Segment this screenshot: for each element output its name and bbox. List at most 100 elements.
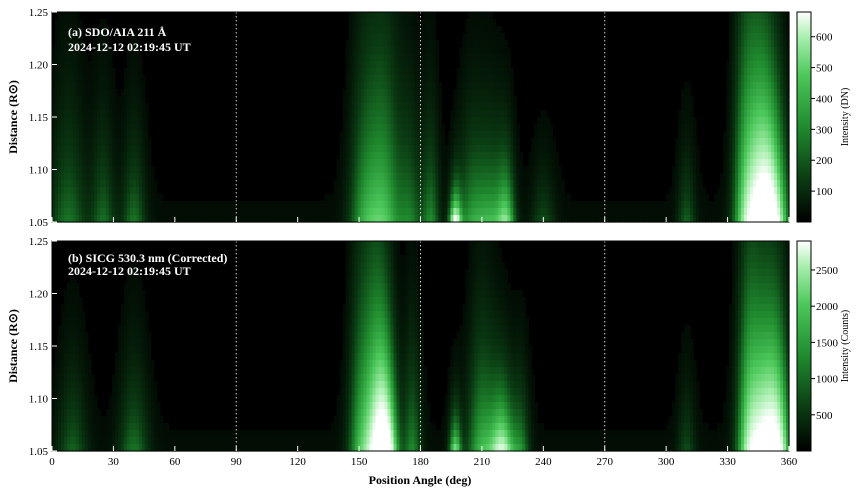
heatmap-cell [765, 82, 769, 90]
heatmap-cell [66, 117, 71, 125]
heatmap-cell [132, 346, 137, 354]
heatmap-cell [537, 124, 541, 132]
heatmap-cell [414, 110, 419, 118]
heatmap-cell [63, 33, 68, 41]
heatmap-cell [111, 409, 116, 417]
heatmap-cell [477, 166, 482, 174]
heatmap-cell [66, 75, 71, 83]
heatmap-cell [681, 159, 685, 167]
heatmap-cell [468, 131, 473, 139]
heatmap-cell [72, 173, 77, 181]
heatmap-cell [669, 215, 673, 223]
heatmap-cell [99, 416, 104, 424]
heatmap-cell [330, 430, 335, 438]
heatmap-cell [360, 40, 365, 48]
heatmap-cell [498, 187, 502, 195]
heatmap-cell [756, 117, 760, 125]
heatmap-cell [378, 138, 383, 146]
heatmap-cell [435, 215, 440, 223]
heatmap-cell [129, 33, 134, 41]
heatmap-cell [648, 208, 652, 216]
heatmap-cell [348, 117, 353, 125]
heatmap-cell [66, 180, 71, 188]
heatmap-cell [477, 12, 482, 20]
heatmap-cell [345, 297, 350, 305]
heatmap-cell [363, 201, 368, 209]
heatmap-cell [126, 374, 131, 382]
heatmap-cell [756, 103, 760, 111]
heatmap-cell [381, 33, 386, 41]
heatmap-cell [387, 173, 392, 181]
heatmap-cell [585, 215, 589, 223]
heatmap-cell [681, 145, 685, 153]
heatmap-cell [426, 152, 431, 160]
heatmap-cell [375, 416, 380, 424]
heatmap-cell [714, 215, 718, 223]
heatmap-cell [147, 215, 152, 223]
heatmap-cell [135, 124, 140, 132]
heatmap-cell [729, 215, 733, 223]
heatmap-cell [156, 444, 161, 452]
heatmap-cell [81, 187, 86, 195]
heatmap-cell [423, 75, 428, 83]
heatmap-cell [477, 75, 482, 83]
heatmap-cell [471, 124, 476, 132]
heatmap-cell [420, 89, 425, 97]
heatmap-cell [558, 208, 562, 216]
heatmap-cell [135, 187, 140, 195]
heatmap-cell [528, 208, 532, 216]
heatmap-cell [444, 180, 449, 188]
heatmap-cell [363, 283, 368, 291]
heatmap-cell [69, 297, 74, 305]
heatmap-cell [72, 152, 77, 160]
heatmap-cell [339, 180, 344, 188]
heatmap-cell [243, 430, 248, 438]
heatmap-cell [597, 208, 601, 216]
heatmap-cell [486, 117, 491, 125]
heatmap-cell [384, 117, 389, 125]
heatmap-cell [483, 61, 488, 69]
heatmap-cell [471, 82, 476, 90]
heatmap-cell [135, 353, 140, 361]
heatmap-cell [759, 180, 763, 188]
heatmap-cell [468, 201, 473, 209]
heatmap-cell [360, 145, 365, 153]
heatmap-cell [372, 215, 377, 223]
heatmap-cell [72, 82, 77, 90]
heatmap-cell [423, 103, 428, 111]
heatmap-cell [72, 54, 77, 62]
heatmap-cell [348, 89, 353, 97]
heatmap-cell [126, 54, 131, 62]
heatmap-cell [378, 201, 383, 209]
heatmap-cell [93, 395, 98, 403]
heatmap-cell [138, 187, 143, 195]
heatmap-cell [72, 40, 77, 48]
heatmap-cell [759, 208, 763, 216]
heatmap-cell [102, 187, 107, 195]
heatmap-cell [465, 54, 470, 62]
heatmap-cell [537, 166, 541, 174]
heatmap-cell [111, 131, 116, 139]
heatmap-cell [759, 145, 763, 153]
heatmap-cell [270, 201, 275, 209]
heatmap-cell [630, 208, 634, 216]
heatmap-cell [753, 124, 757, 132]
heatmap-cell [762, 145, 766, 153]
heatmap-cell [501, 82, 505, 90]
heatmap-cell [351, 283, 356, 291]
heatmap-cell [693, 145, 697, 153]
heatmap-cell [126, 416, 131, 424]
heatmap-cell [141, 117, 146, 125]
heatmap-cell [423, 208, 428, 216]
heatmap-cell [72, 12, 77, 20]
heatmap-cell [489, 40, 494, 48]
heatmap-cell [756, 131, 760, 139]
heatmap-cell [681, 187, 685, 195]
heatmap-cell [510, 138, 514, 146]
heatmap-cell [750, 145, 754, 153]
heatmap-cell [55, 33, 59, 41]
heatmap-cell [81, 117, 86, 125]
heatmap-cell [741, 12, 745, 20]
heatmap-cell [507, 159, 511, 167]
heatmap-cell [138, 194, 143, 202]
